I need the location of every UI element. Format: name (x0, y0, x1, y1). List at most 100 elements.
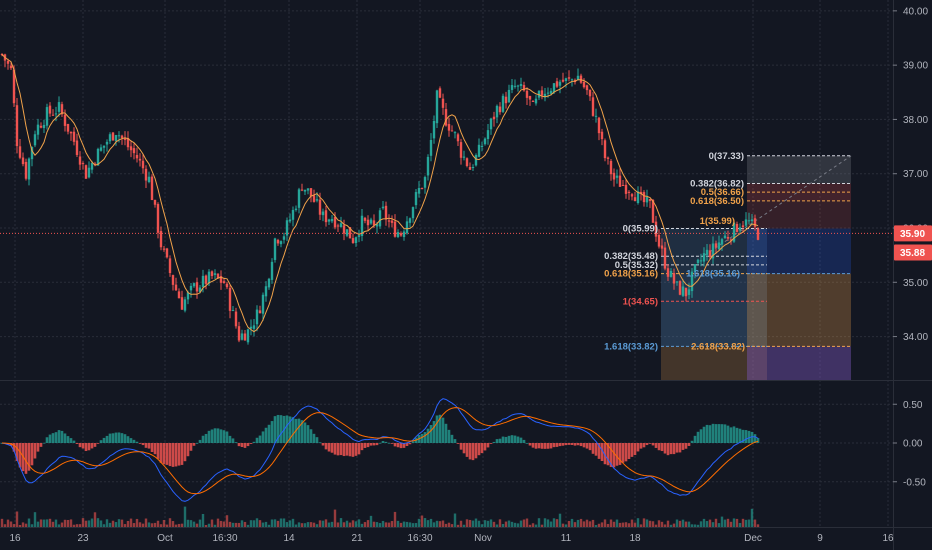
macd-histogram-bar (567, 443, 571, 445)
volume-bar (720, 516, 724, 527)
volume-bar (609, 519, 613, 527)
macd-histogram-bar (288, 416, 292, 443)
volume-bar (72, 524, 76, 527)
y-tick-label: 35.00 (903, 278, 928, 289)
macd-histogram (0, 414, 760, 474)
macd-histogram-bar (216, 428, 220, 443)
volume-bar (399, 522, 403, 527)
volume-bar (267, 524, 271, 527)
candle-body (582, 82, 586, 88)
macd-histogram-bar (297, 418, 301, 443)
price-candles (0, 53, 760, 345)
volume-bar (132, 523, 136, 527)
candle-body (357, 235, 361, 237)
candle-body (486, 130, 490, 139)
macd-histogram-bar (723, 424, 727, 443)
candle-body (498, 106, 502, 113)
fib-level-label: 1.618(35.16) (686, 269, 740, 280)
candle-body (342, 225, 346, 234)
candle-body (420, 188, 424, 190)
volume-bar (366, 520, 370, 527)
candle-body (186, 292, 190, 300)
macd-histogram-bar (678, 443, 682, 453)
x-tick-label: Nov (474, 533, 492, 544)
volume-bar (636, 518, 640, 527)
candle-body (366, 219, 370, 226)
macd-histogram-bar (489, 443, 493, 444)
candle-body (474, 155, 478, 166)
volume-bar (291, 518, 295, 527)
candle-body (543, 93, 547, 98)
volume-bar (87, 520, 91, 527)
candle-body (441, 98, 445, 108)
macd-histogram-bar (519, 437, 523, 443)
candle-body (456, 134, 460, 142)
volume-bar (444, 523, 448, 527)
macd-histogram-bar (60, 430, 64, 443)
time-axis[interactable]: 16 23 Oct 16:30 14 21 16:30 Nov 11 18 Dec 9 16 (9, 533, 894, 544)
volume-bar (54, 519, 58, 527)
volume-bar (711, 522, 715, 527)
macd-histogram-bar (525, 442, 529, 444)
volume-bar (177, 523, 181, 527)
candle-body (303, 189, 307, 192)
macd-histogram-bar (72, 440, 76, 443)
candle-body (630, 194, 634, 197)
candle-body (225, 283, 229, 288)
volume-bar (714, 518, 718, 527)
candle-body (594, 115, 598, 117)
y-tick-label: 37.00 (903, 169, 928, 180)
macd-histogram-bar (462, 443, 466, 454)
macd-histogram-bar (495, 439, 499, 443)
candle-body (510, 85, 514, 90)
volume-bar (180, 523, 184, 527)
volume-bar (318, 520, 322, 527)
macd-histogram-bar (720, 424, 724, 443)
macd-histogram-bar (369, 443, 373, 446)
candle-body (507, 89, 511, 103)
macd-histogram-bar (147, 443, 151, 449)
candle-body (402, 231, 406, 237)
macd-histogram-bar (498, 438, 502, 443)
macd-histogram-bar (390, 443, 394, 444)
macd-histogram-bar (45, 437, 49, 443)
macd-histogram-bar (459, 443, 463, 450)
volume-bar (567, 520, 571, 527)
volume-bar (750, 508, 754, 527)
volume-bar (45, 519, 49, 527)
volume-bar (468, 519, 472, 527)
candle-body (597, 117, 601, 134)
candle-body (393, 221, 397, 237)
volume-bar (582, 521, 586, 527)
macd-histogram-bar (240, 443, 244, 448)
macd-histogram-bar (483, 443, 487, 451)
candle-body (465, 158, 469, 167)
candle-body (612, 172, 616, 180)
candle-body (135, 154, 139, 159)
candle-body (696, 259, 700, 264)
volume-bar (453, 513, 457, 527)
y-tick-label: 39.00 (903, 61, 928, 72)
volume-bar (639, 524, 643, 527)
ma-line (1, 54, 759, 333)
macd-histogram-bar (657, 443, 661, 451)
macd-histogram-bar (171, 443, 175, 467)
candle-body (588, 89, 592, 97)
candle-body (558, 81, 562, 86)
macd-histogram-bar (54, 432, 58, 443)
candle-body (312, 195, 316, 202)
macd-histogram-bar (246, 443, 250, 447)
macd-histogram-bar (75, 443, 79, 444)
candle-body (78, 156, 82, 165)
volume-bar (414, 523, 418, 527)
candle-body (231, 310, 235, 312)
candle-body (339, 223, 343, 227)
candle-body (63, 114, 67, 126)
candle-body (504, 96, 508, 104)
volume-bar (594, 524, 598, 527)
fib-labels: 0(35.99) 0.382(35.48)0.5(35.32)0.618(35.1… (604, 151, 745, 353)
candle-body (372, 220, 376, 226)
signal-line (1, 407, 759, 495)
volume-bar (78, 524, 82, 527)
